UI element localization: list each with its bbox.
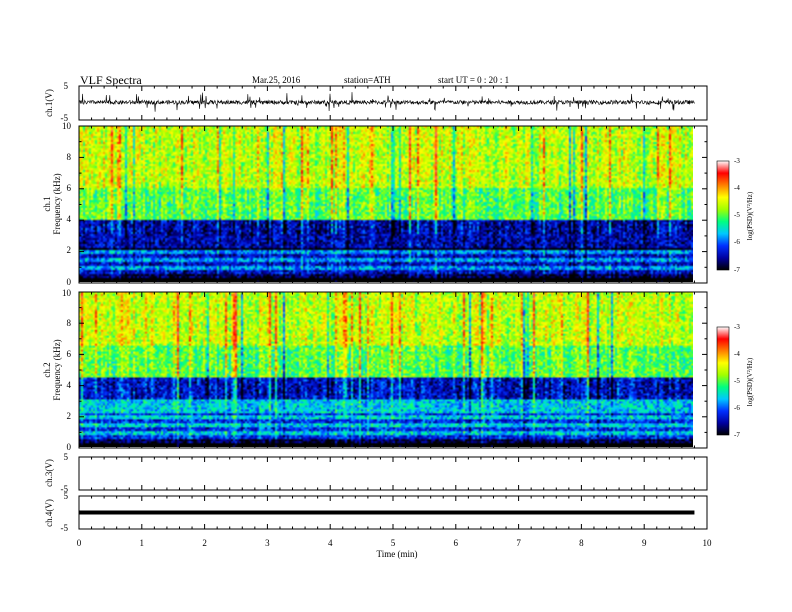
spec2-ytick-0: 0 (67, 442, 72, 452)
x-tick-label: 2 (202, 538, 207, 548)
ch1-waveform-plot (78, 92, 695, 112)
ch2-colorbar-tick--5: -5 (734, 377, 740, 385)
x-tick-label: 1 (140, 538, 145, 548)
x-tick-label: 7 (516, 538, 521, 548)
spec2-ytick-10: 10 (62, 288, 72, 298)
ch4-waveform-ylabel: ch.4(V) (44, 499, 54, 527)
ch2-colorbar-label: log(PSD)(V²/Hz) (746, 357, 754, 406)
spec1-ytick-0: 0 (67, 277, 72, 287)
spec1-ytick-8: 8 (67, 152, 72, 162)
spec2-ytick-8: 8 (67, 318, 72, 328)
figure-title: VLF Spectra (80, 73, 142, 87)
ch4-ytick-bottom: -5 (61, 523, 69, 533)
spec1-ytick-2: 2 (67, 245, 72, 255)
x-axis-label: Time (min) (377, 549, 418, 559)
spec2-ytick-4: 4 (67, 380, 72, 390)
ch1-colorbar: -3 -4 -5 -6 -7 log(PSD)(V²/Hz) (716, 157, 754, 274)
ch1-colorbar-tick--5: -5 (734, 211, 740, 219)
axis-ticks (78, 86, 708, 529)
ch1-ytick-bottom: -5 (61, 113, 69, 123)
ch2-colorbar-tick--3: -3 (734, 323, 740, 331)
spec2-ytick-2: 2 (67, 411, 72, 421)
ch4-ytick-top: 5 (64, 491, 69, 501)
ch3-ytick-top: 5 (64, 452, 69, 462)
ch3-ytick-bottom: -5 (61, 484, 69, 494)
ch1-waveform-line (78, 92, 695, 112)
ch1-colorbar-tick--4: -4 (734, 184, 740, 192)
x-tick-label: 4 (328, 538, 333, 548)
ch2-colorbar-scale (716, 326, 730, 436)
spec2-ylabel-channel: ch.2 (42, 362, 52, 377)
ch2-colorbar-tick--6: -6 (734, 404, 740, 412)
ch2-colorbar-tick--4: -4 (734, 350, 740, 358)
x-tick-label: 8 (579, 538, 584, 548)
x-tick-label: 10 (703, 538, 713, 548)
spec1-ytick-6: 6 (67, 183, 72, 193)
ch1-waveform-ylabel: ch.1(V) (44, 89, 54, 117)
ch1-colorbar-tick--6: -6 (734, 238, 740, 246)
x-tick-label: 5 (391, 538, 396, 548)
date-label: Mar.25, 2016 (252, 75, 301, 85)
x-tick-label: 9 (642, 538, 647, 548)
spec1-ylabel-channel: ch.1 (42, 196, 52, 211)
ch1-spectrogram-image (79, 126, 693, 282)
ch1-colorbar-scale (716, 160, 730, 271)
x-tick-label: 6 (454, 538, 459, 548)
ch1-colorbar-label: log(PSD)(V²/Hz) (746, 191, 754, 240)
ch3-waveform-ylabel: ch.3(V) (44, 459, 54, 487)
ch2-spectrogram-image (79, 292, 693, 447)
x-tick-label: 0 (77, 538, 82, 548)
ch1-waveform-frame (78, 85, 708, 121)
spec1-ytick-10: 10 (62, 121, 72, 131)
spec1-ylabel-frequency: Frequency (kHz) (52, 173, 62, 234)
spec1-ytick-4: 4 (67, 214, 72, 224)
ch2-colorbar: -3 -4 -5 -6 -7 log(PSD)(V²/Hz) (716, 323, 754, 439)
ch1-spectrogram (79, 126, 693, 282)
spec2-ytick-6: 6 (67, 349, 72, 359)
ch1-ytick-top: 5 (64, 81, 69, 91)
x-tick-label: 3 (265, 538, 270, 548)
ch2-colorbar-tick--7: -7 (734, 431, 740, 439)
ch1-colorbar-tick--7: -7 (734, 266, 740, 274)
start-ut-label: start UT = 0 : 20 : 1 (438, 75, 509, 85)
x-tick-labels: 0 1 2 3 4 5 6 7 8 9 10 (77, 538, 712, 548)
station-label: station=ATH (344, 75, 391, 85)
spec2-ylabel-frequency: Frequency (kHz) (52, 339, 62, 400)
ch1-colorbar-tick--3: -3 (734, 157, 740, 165)
ch2-spectrogram (79, 292, 693, 447)
